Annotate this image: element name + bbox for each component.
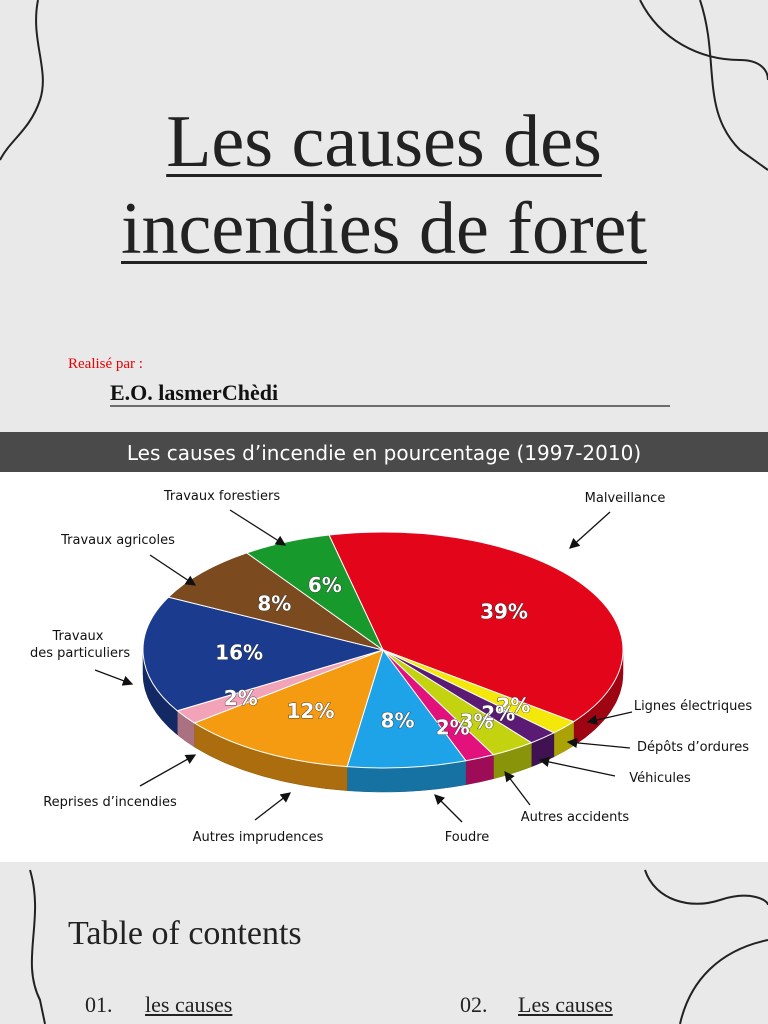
category-label: Travaux des particuliers [26,629,131,661]
category-label: Dépôts d’ordures [637,740,749,755]
pie-slice [142,596,385,712]
category-label: Malveillance [585,491,666,506]
value-label: 2% [224,686,258,710]
leader-arrow [149,554,197,586]
leader-arrow [586,711,633,726]
value-label: 6% [308,573,342,597]
author: E.O. lasmerChèdi [110,380,279,405]
leader-arrow [434,794,463,823]
leader-arrow [254,792,292,821]
leader-arrow [538,756,616,777]
pie-slice [193,649,384,768]
value-label: 8% [257,592,291,616]
leader-arrow [229,509,287,546]
title-line: Les causes des [166,101,602,183]
category-label: Travaux forestiers [163,489,280,504]
pie-slice [245,534,385,652]
leader-arrow [139,754,197,787]
leader-arrow [94,669,134,686]
pie-slice [167,552,384,651]
value-label: 8% [381,708,415,732]
chart-title: Les causes d’incendie en pourcentage (19… [127,441,641,465]
value-label: 2% [496,694,530,718]
category-label: Véhicules [629,771,691,786]
value-label: 39% [480,600,528,624]
category-label: Travaux agricoles [60,533,175,548]
pie-slice [328,531,624,723]
toc-link[interactable]: Les causes [518,992,613,1017]
category-label: Autres imprudences [193,830,324,845]
author-label: Realisé par : [68,356,143,372]
pie-slice [346,648,467,769]
value-label: 2% [436,716,470,740]
category-label: Autres accidents [521,810,630,825]
toc-link[interactable]: les causes [145,992,233,1017]
value-label: 2% [481,701,515,725]
category-label: Reprises d’incendies [43,795,177,810]
chart: Les causes d’incendie en pourcentage (19… [0,432,768,862]
value-label: 3% [460,709,494,733]
label-line: des particuliers [26,646,131,661]
leader-arrow [566,737,631,749]
label-line: Travaux [52,629,104,644]
toc-number: 02. [460,992,488,1017]
leader-arrow [569,511,611,549]
value-label: 12% [287,699,335,723]
title-line: incendies de foret [121,188,647,270]
category-label: Lignes électriques [634,699,753,714]
toc-title: Table of contents [68,915,302,952]
leader-arrow [504,770,531,806]
toc-number: 01. [85,992,113,1017]
value-label: 16% [215,641,263,665]
category-label: Foudre [445,830,490,845]
